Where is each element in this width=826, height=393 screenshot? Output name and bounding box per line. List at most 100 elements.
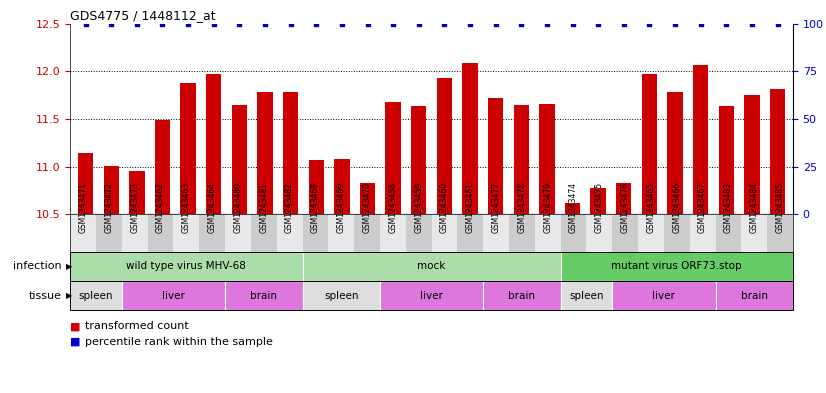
Bar bbox=[386, 102, 401, 214]
Text: ■: ■ bbox=[70, 337, 84, 347]
Text: liver: liver bbox=[420, 291, 443, 301]
Point bbox=[617, 20, 630, 27]
Bar bbox=[539, 104, 554, 214]
Bar bbox=[283, 92, 298, 214]
Text: spleen: spleen bbox=[569, 291, 604, 301]
Bar bbox=[488, 98, 503, 214]
Bar bbox=[206, 74, 221, 214]
Point bbox=[745, 20, 758, 27]
Text: ▶: ▶ bbox=[66, 291, 73, 300]
Text: transformed count: transformed count bbox=[85, 321, 189, 331]
Bar bbox=[514, 105, 529, 214]
Text: ▶: ▶ bbox=[66, 262, 73, 271]
Text: GSM1243476: GSM1243476 bbox=[620, 182, 629, 233]
Bar bbox=[667, 92, 683, 214]
Text: liver: liver bbox=[653, 291, 676, 301]
Bar bbox=[591, 187, 605, 214]
Text: GSM1243473: GSM1243473 bbox=[131, 182, 140, 233]
Text: GSM1243471: GSM1243471 bbox=[78, 182, 88, 233]
Bar bbox=[463, 62, 477, 214]
Point bbox=[566, 20, 579, 27]
Text: GSM1243466: GSM1243466 bbox=[672, 182, 681, 233]
Text: GSM1243478: GSM1243478 bbox=[517, 182, 526, 233]
Point bbox=[105, 20, 118, 27]
Text: infection: infection bbox=[13, 261, 62, 271]
Text: GSM1243460: GSM1243460 bbox=[440, 182, 449, 233]
Point bbox=[489, 20, 502, 27]
Text: tissue: tissue bbox=[29, 291, 62, 301]
Bar bbox=[437, 78, 452, 214]
Text: GSM1243477: GSM1243477 bbox=[491, 182, 501, 233]
Point bbox=[387, 20, 400, 27]
Point bbox=[694, 20, 707, 27]
Point bbox=[591, 20, 605, 27]
Bar bbox=[642, 74, 657, 214]
Text: mock: mock bbox=[417, 261, 446, 271]
Text: liver: liver bbox=[162, 291, 185, 301]
Bar bbox=[103, 165, 119, 214]
Text: GSM1243468: GSM1243468 bbox=[311, 182, 320, 233]
Bar bbox=[335, 159, 349, 214]
Text: brain: brain bbox=[509, 291, 535, 301]
Point bbox=[284, 20, 297, 27]
Text: spleen: spleen bbox=[78, 291, 113, 301]
Point bbox=[361, 20, 374, 27]
Point bbox=[668, 20, 681, 27]
Bar bbox=[616, 183, 632, 214]
Text: wild type virus MHV-68: wild type virus MHV-68 bbox=[126, 261, 246, 271]
Point bbox=[310, 20, 323, 27]
Bar bbox=[258, 92, 273, 214]
Text: GSM1243482: GSM1243482 bbox=[285, 182, 294, 233]
Text: GSM1243458: GSM1243458 bbox=[388, 182, 397, 233]
Bar bbox=[180, 83, 196, 214]
Text: GSM1243465: GSM1243465 bbox=[647, 182, 656, 233]
Bar bbox=[719, 107, 734, 214]
Text: GSM1243464: GSM1243464 bbox=[207, 182, 216, 233]
Bar bbox=[78, 153, 93, 214]
Bar bbox=[693, 64, 709, 214]
Bar bbox=[309, 160, 324, 214]
Text: brain: brain bbox=[250, 291, 278, 301]
Text: GSM1243469: GSM1243469 bbox=[337, 182, 346, 233]
Text: GSM1243467: GSM1243467 bbox=[698, 182, 707, 233]
Bar bbox=[565, 203, 580, 214]
Point bbox=[207, 20, 221, 27]
Text: GSM1243461: GSM1243461 bbox=[466, 182, 475, 233]
Text: GSM1243474: GSM1243474 bbox=[569, 182, 578, 233]
Text: GSM1243484: GSM1243484 bbox=[750, 182, 759, 233]
Text: GDS4775 / 1448112_at: GDS4775 / 1448112_at bbox=[70, 9, 216, 22]
Text: spleen: spleen bbox=[324, 291, 358, 301]
Point bbox=[412, 20, 425, 27]
Text: percentile rank within the sample: percentile rank within the sample bbox=[85, 337, 273, 347]
Text: GSM1243472: GSM1243472 bbox=[104, 182, 113, 233]
Bar bbox=[231, 105, 247, 214]
Point bbox=[156, 20, 169, 27]
Bar bbox=[154, 120, 170, 214]
Point bbox=[438, 20, 451, 27]
Point bbox=[259, 20, 272, 27]
Text: GSM1243462: GSM1243462 bbox=[156, 182, 165, 233]
Text: brain: brain bbox=[741, 291, 767, 301]
Text: ■: ■ bbox=[70, 321, 84, 331]
Text: GSM1243483: GSM1243483 bbox=[724, 182, 733, 233]
Bar bbox=[744, 95, 760, 214]
Point bbox=[182, 20, 195, 27]
Point bbox=[233, 20, 246, 27]
Text: GSM1243459: GSM1243459 bbox=[414, 182, 423, 233]
Point bbox=[131, 20, 144, 27]
Text: GSM1243480: GSM1243480 bbox=[234, 182, 243, 233]
Bar bbox=[770, 89, 786, 214]
Text: GSM1243475: GSM1243475 bbox=[595, 182, 604, 233]
Point bbox=[771, 20, 784, 27]
Point bbox=[79, 20, 93, 27]
Bar bbox=[411, 107, 426, 214]
Text: GSM1243481: GSM1243481 bbox=[259, 182, 268, 233]
Point bbox=[463, 20, 477, 27]
Text: GSM1243470: GSM1243470 bbox=[363, 182, 372, 233]
Point bbox=[515, 20, 528, 27]
Text: GSM1243463: GSM1243463 bbox=[182, 182, 191, 233]
Bar bbox=[129, 171, 145, 214]
Point bbox=[719, 20, 733, 27]
Text: GSM1243479: GSM1243479 bbox=[544, 182, 553, 233]
Point bbox=[335, 20, 349, 27]
